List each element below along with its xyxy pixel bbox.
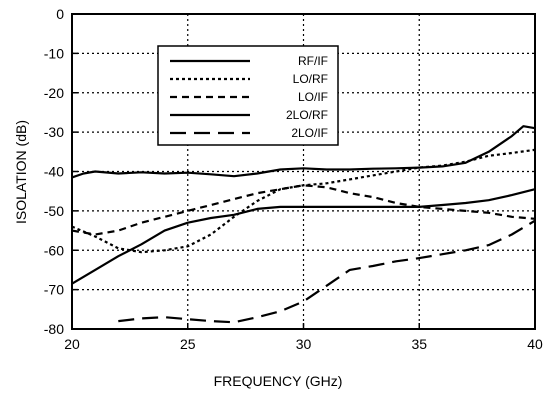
x-axis-label: FREQUENCY (GHz)	[214, 373, 343, 389]
y-axis-label: ISOLATION (dB)	[13, 120, 29, 224]
x-tick-label: 30	[296, 336, 312, 352]
legend-label: RF/IF	[298, 54, 328, 68]
legend-label: 2LO/RF	[286, 108, 328, 122]
legend: RF/IF LO/RF LO/IF 2LO/RF 2LO/IF	[157, 45, 339, 146]
series-line-lo-rf	[71, 148, 536, 254]
y-tick-label: -30	[44, 124, 64, 140]
ticks	[71, 13, 536, 330]
y-tick-label: -70	[44, 282, 64, 298]
y-tick-label: 0	[56, 6, 64, 22]
legend-label: LO/IF	[298, 90, 328, 104]
x-tick-label: 25	[180, 336, 196, 352]
legend-box	[157, 45, 339, 146]
legend-label: 2LO/IF	[291, 126, 328, 140]
y-tick-label: -20	[44, 85, 64, 101]
y-tick-label: -80	[44, 321, 64, 337]
y-tick-label: -60	[44, 242, 64, 258]
y-tick-label: -10	[44, 45, 64, 61]
x-tick-label: 20	[64, 336, 80, 352]
y-tick-label: -50	[44, 203, 64, 219]
series-line-2lo-if	[118, 219, 536, 324]
series-line-rf-if	[71, 125, 536, 179]
series-layer	[71, 125, 536, 324]
tick-labels: 20 25 30 35 40 0 -10 -20 -30 -40 -50 -60 -70 -80	[44, 6, 543, 352]
y-tick-label: -40	[44, 164, 64, 180]
legend-label: LO/RF	[293, 72, 328, 86]
series-line-2lo-rf	[71, 188, 536, 285]
x-tick-label: 35	[411, 336, 427, 352]
x-tick-label: 40	[527, 336, 543, 352]
